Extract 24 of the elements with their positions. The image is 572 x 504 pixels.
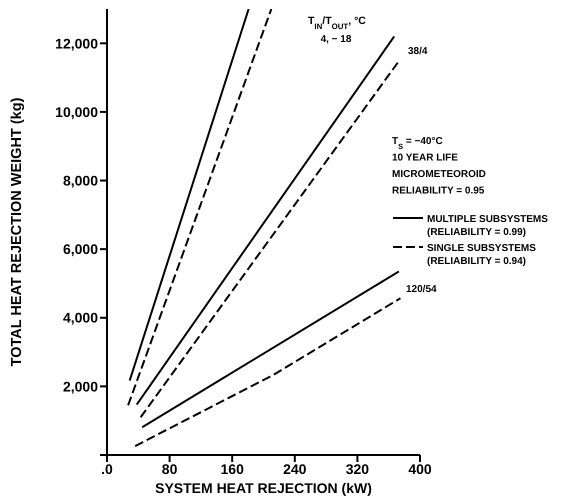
annotation: 120/54 [406,284,438,295]
annotation: T$_{S}$ = −40°C [392,136,443,150]
x-tick-label: 240 [283,460,307,477]
y-tick-label: 10,000 [55,104,98,120]
y-tick-label: 4,000 [62,310,98,326]
annotation: 10 YEAR LIFE [392,152,458,164]
legend-label: SINGLE SUBSYSTEMS (RELIABILITY = 0.94) [427,242,537,268]
annotation: MICROMETEOROID [392,169,486,180]
x-tick-label: 320 [346,460,370,477]
annotation: 38/4 [408,46,428,57]
y-tick-label: 6,000 [62,241,98,258]
annotation: RELIABILITY = 0.95 [392,186,485,196]
y-tick-label: 8,000 [62,172,98,189]
x-tick-label: 160 [220,460,244,477]
legend-label: MULTIPLE SUBSYSTEMS (RELIABILITY = 0.99) [427,213,549,239]
y-axis-title: TOTAL HEAT REJECTION WEIGHT (kg) [9,97,26,366]
x-tick-label: .0 [101,460,114,477]
x-tick-label: 400 [408,460,432,477]
annotation: T$_{IN}$/T$_{OUT}$, °C [308,15,366,30]
x-axis-title: SYSTEM HEAT REJECTION (kW) [155,480,372,496]
y-tick-label: 2,000 [62,378,98,394]
y-tick-label: 12,000 [55,35,98,52]
x-tick-label: 80 [162,460,178,477]
annotation: 4, − 18 [320,34,352,45]
